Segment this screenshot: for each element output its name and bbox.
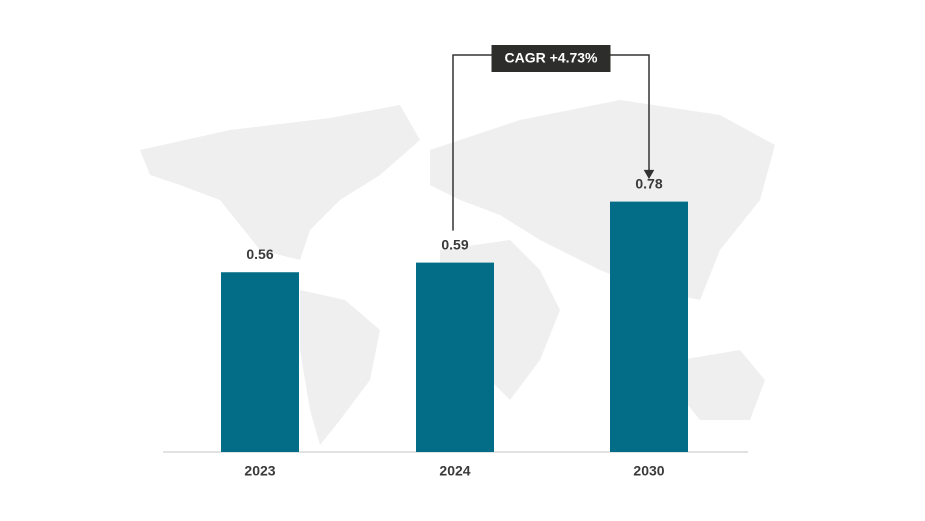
bar [416,262,494,452]
x-tick-label: 2030 [633,463,664,479]
bar [610,201,688,452]
cagr-box [491,45,611,72]
world-map-background [140,100,775,445]
bar [221,272,299,452]
value-label: 0.78 [635,175,662,191]
arrow-head [643,169,655,180]
x-tick-label: 2023 [244,463,275,479]
value-label: 0.56 [246,246,273,262]
cagr-label: CAGR +4.73% [505,50,599,66]
x-tick-label: 2024 [439,463,470,479]
value-label: 0.59 [441,236,468,252]
